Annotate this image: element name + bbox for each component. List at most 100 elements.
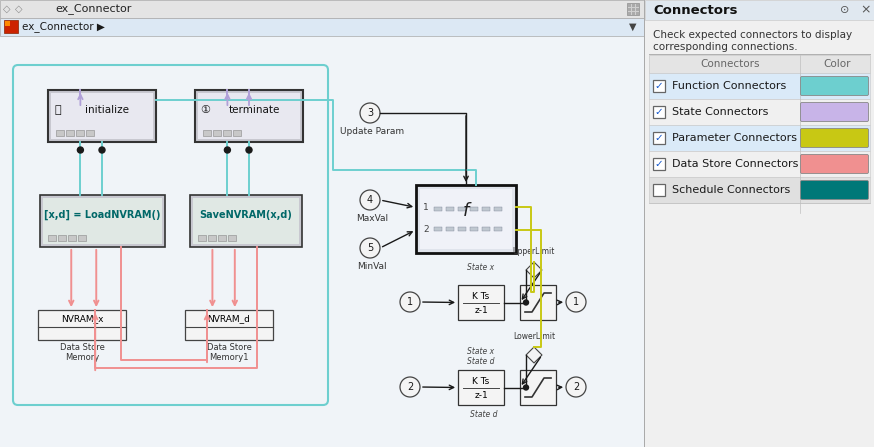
Text: Data Store: Data Store xyxy=(59,343,104,353)
Text: State x: State x xyxy=(468,262,495,271)
Text: NVRAM_x: NVRAM_x xyxy=(61,314,103,323)
Bar xyxy=(470,227,478,231)
Text: State d: State d xyxy=(468,357,495,366)
FancyBboxPatch shape xyxy=(801,102,869,122)
Text: SaveNVRAM(x,d): SaveNVRAM(x,d) xyxy=(199,210,293,220)
Text: ×: × xyxy=(860,4,871,17)
Text: Data Store: Data Store xyxy=(206,343,252,353)
Bar xyxy=(48,235,56,241)
Bar xyxy=(76,130,84,136)
Circle shape xyxy=(360,238,380,258)
Bar xyxy=(649,151,870,177)
Text: initialize: initialize xyxy=(85,105,129,115)
Bar xyxy=(228,235,236,241)
Text: z-1: z-1 xyxy=(474,306,488,315)
Bar xyxy=(78,235,86,241)
Bar xyxy=(4,20,18,33)
Bar xyxy=(628,4,631,7)
Text: 2: 2 xyxy=(423,225,428,234)
Text: 2: 2 xyxy=(407,382,413,392)
Circle shape xyxy=(99,147,105,153)
Bar xyxy=(223,130,231,136)
Bar xyxy=(653,132,665,144)
Bar xyxy=(632,12,635,15)
Bar xyxy=(636,4,639,7)
Circle shape xyxy=(566,377,586,397)
Text: terminate: terminate xyxy=(228,105,280,115)
Bar xyxy=(628,12,631,15)
Text: z-1: z-1 xyxy=(474,391,488,400)
Bar xyxy=(649,99,870,125)
Text: ✓: ✓ xyxy=(655,133,663,143)
FancyBboxPatch shape xyxy=(801,76,869,96)
Bar xyxy=(653,80,665,92)
Text: ✓: ✓ xyxy=(655,159,663,169)
Text: 1: 1 xyxy=(423,203,429,212)
Bar xyxy=(520,285,556,320)
Bar xyxy=(636,12,639,15)
Bar xyxy=(56,130,64,136)
Text: ✓: ✓ xyxy=(655,81,663,91)
Bar xyxy=(198,93,300,139)
Circle shape xyxy=(360,103,380,123)
Bar xyxy=(653,158,665,170)
Text: Memory1: Memory1 xyxy=(209,353,249,362)
Polygon shape xyxy=(526,347,542,363)
Bar xyxy=(649,73,870,99)
Bar xyxy=(208,235,216,241)
Text: ◇: ◇ xyxy=(15,4,23,14)
Text: State Connectors: State Connectors xyxy=(672,107,768,117)
Text: ex_Connector: ex_Connector xyxy=(55,4,131,14)
Bar xyxy=(458,207,466,211)
FancyBboxPatch shape xyxy=(801,128,869,148)
Bar xyxy=(482,227,490,231)
Bar xyxy=(636,8,639,11)
Text: 4: 4 xyxy=(367,195,373,205)
Bar xyxy=(628,8,631,11)
Bar xyxy=(434,207,442,211)
Bar xyxy=(458,227,466,231)
Bar xyxy=(416,185,516,253)
Circle shape xyxy=(360,190,380,210)
Text: Parameter Connectors: Parameter Connectors xyxy=(672,133,797,143)
Polygon shape xyxy=(526,262,542,278)
FancyBboxPatch shape xyxy=(801,181,869,199)
Text: NVRAM_d: NVRAM_d xyxy=(207,314,251,323)
Text: 3: 3 xyxy=(367,108,373,118)
Circle shape xyxy=(524,300,529,305)
Bar xyxy=(190,195,302,247)
Bar xyxy=(58,235,66,241)
Text: ◇: ◇ xyxy=(3,4,10,14)
Text: Memory: Memory xyxy=(65,353,99,362)
Bar xyxy=(198,235,206,241)
Text: ex_Connector ▶: ex_Connector ▶ xyxy=(22,21,105,33)
Text: f: f xyxy=(463,202,469,220)
Bar xyxy=(233,130,241,136)
Bar xyxy=(632,4,635,7)
Circle shape xyxy=(524,385,529,390)
Bar xyxy=(446,207,454,211)
Bar xyxy=(0,0,645,18)
Text: 2: 2 xyxy=(572,382,579,392)
Circle shape xyxy=(78,147,83,153)
Bar xyxy=(446,227,454,231)
Circle shape xyxy=(566,292,586,312)
Bar xyxy=(0,18,645,36)
Bar xyxy=(434,227,442,231)
Bar xyxy=(653,184,665,196)
Bar xyxy=(649,125,870,151)
Bar xyxy=(470,207,478,211)
Text: 1: 1 xyxy=(407,297,413,307)
Bar xyxy=(653,106,665,118)
Bar xyxy=(520,370,556,405)
Bar xyxy=(218,235,226,241)
Bar xyxy=(5,21,10,26)
FancyBboxPatch shape xyxy=(801,155,869,173)
Bar xyxy=(458,285,504,320)
Bar xyxy=(632,8,635,11)
Text: Connectors: Connectors xyxy=(653,4,738,17)
Bar xyxy=(66,130,74,136)
Bar xyxy=(645,0,874,20)
Bar xyxy=(213,130,221,136)
Bar xyxy=(644,0,646,447)
